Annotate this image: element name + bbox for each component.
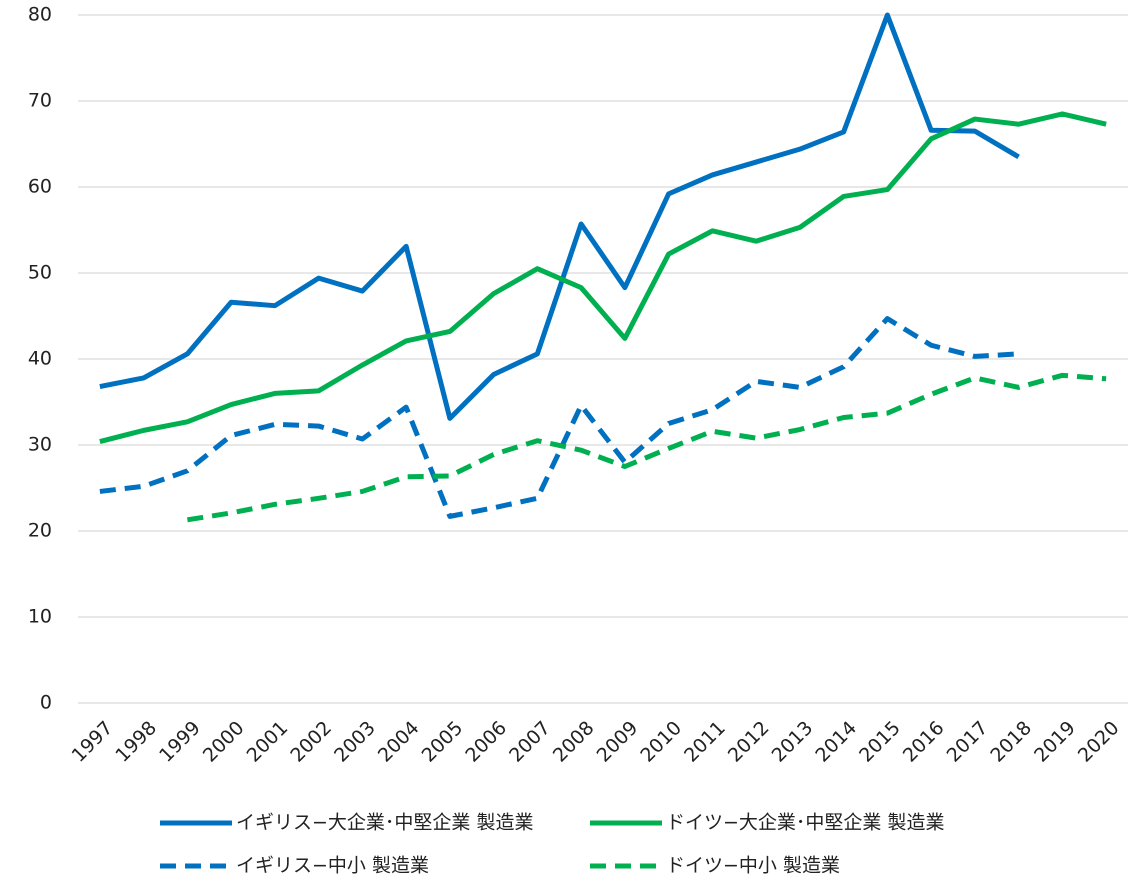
x-tick-label: 1997 [68,717,118,767]
y-tick-label: 30 [28,434,52,456]
x-tick-label: 1998 [111,717,161,767]
x-tick-label: 2020 [1074,717,1124,767]
x-tick-label: 2001 [243,717,293,767]
y-tick-label: 70 [28,90,52,112]
x-tick-label: 2006 [461,717,511,767]
x-tick-label: 2018 [986,717,1036,767]
y-tick-label: 40 [28,348,52,370]
x-tick-label: 1999 [155,717,205,767]
x-tick-label: 2008 [549,717,599,767]
legend-label: イギリス−中小 製造業 [236,855,429,877]
series-line [99,12,1020,421]
x-tick-label: 2002 [286,717,336,767]
x-tick-label: 2004 [374,717,424,767]
x-tick-label: 2016 [899,717,949,767]
x-tick-label: 2007 [505,717,555,767]
x-tick-label: 2005 [418,717,468,767]
x-tick-label: 2017 [943,717,993,767]
series-line [99,111,1107,444]
x-tick-label: 2013 [768,717,818,767]
y-tick-label: 60 [28,176,52,198]
x-tick-label: 2019 [1030,717,1080,767]
y-tick-label: 0 [40,692,52,714]
x-tick-label: 2015 [855,717,905,767]
x-tick-label: 2003 [330,717,380,767]
x-tick-label: 2011 [680,717,730,767]
x-tick-label: 2012 [724,717,774,767]
y-tick-label: 50 [28,262,52,284]
y-tick-label: 20 [28,520,52,542]
x-tick-label: 2009 [593,717,643,767]
y-tick-label: 80 [28,4,52,26]
legend-label: ドイツ−中小 製造業 [666,855,840,877]
x-tick-label: 2000 [199,717,249,767]
y-tick-label: 10 [28,606,52,628]
x-tick-label: 2010 [636,717,686,767]
series-line [99,316,1019,519]
x-tick-label: 2014 [811,717,861,767]
series-line [186,372,1107,523]
legend-label: イギリス−大企業･中堅企業 製造業 [236,812,533,834]
legend-label: ドイツ−大企業･中堅企業 製造業 [666,812,944,834]
